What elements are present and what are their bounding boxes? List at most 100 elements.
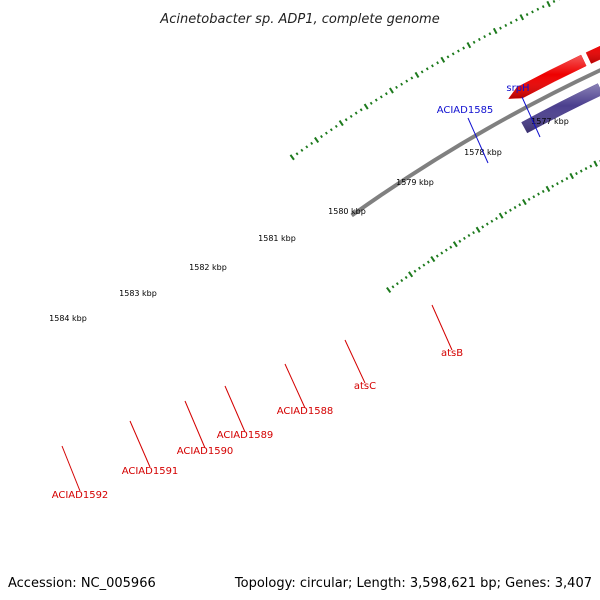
inner-tick-mark <box>413 269 417 273</box>
outer-tick-mark <box>536 7 540 11</box>
inner-tick-mark <box>426 260 430 264</box>
inner-tick-mark <box>408 271 414 278</box>
outer-tick-mark <box>354 111 358 115</box>
inner-tick-mark <box>495 216 498 221</box>
gene-label-leader <box>284 363 306 409</box>
gene-label: ACIAD1590 <box>177 446 234 457</box>
outer-tick-mark <box>431 64 434 68</box>
outer-tick-mark <box>492 27 498 35</box>
inner-tick-mark <box>532 195 536 199</box>
outer-tick-mark <box>329 128 333 132</box>
outer-tick-mark <box>515 18 518 22</box>
outer-tick-mark <box>305 145 309 149</box>
outer-tick-mark <box>541 5 545 9</box>
outer-tick-mark <box>349 114 353 118</box>
inner-tick-mark <box>556 182 559 186</box>
inner-tick-mark <box>400 279 404 283</box>
map-title: Acinetobacter sp. ADP1, complete genome <box>159 12 439 27</box>
inner-tick-mark <box>475 226 481 233</box>
inner-tick-mark <box>560 179 564 183</box>
outer-tick-mark <box>384 92 388 96</box>
gene-feature-shading <box>521 83 600 133</box>
inner-tick-mark <box>589 164 593 168</box>
tick-label: 1577 kbp <box>531 117 569 126</box>
outer-tick-mark <box>546 0 551 8</box>
outer-tick-mark <box>519 14 525 21</box>
inner-tick-mark <box>513 205 517 210</box>
gene-label: atsB <box>441 348 463 359</box>
outer-tick-mark <box>314 136 320 143</box>
inner-tick-mark <box>490 219 494 223</box>
inner-tick-mark <box>481 225 485 229</box>
gene-label-leader <box>431 304 453 351</box>
outer-tick-mark <box>420 70 424 74</box>
inner-tick-mark <box>522 198 527 206</box>
outer-tick-mark <box>446 55 450 59</box>
outer-tick-mark <box>363 103 369 110</box>
outer-tick-mark <box>359 108 363 112</box>
outer-tick-mark <box>414 71 420 79</box>
gene-label-leader <box>344 339 366 384</box>
inner-tick-mark <box>498 212 504 219</box>
gene-label-leader <box>467 117 489 164</box>
outer-tick-mark <box>324 131 328 135</box>
outer-tick-mark <box>369 101 373 105</box>
inner-tick-mark <box>462 236 466 240</box>
outer-tick-mark <box>499 26 502 30</box>
outer-tick-mark <box>400 82 404 86</box>
outer-tick-mark <box>320 134 323 139</box>
inner-tick-mark <box>518 203 522 207</box>
outer-tick-mark <box>389 87 394 94</box>
gene-label: ACIAD1588 <box>277 406 334 417</box>
outer-tick-mark <box>344 118 348 122</box>
inner-tick-mark <box>551 184 555 188</box>
inner-tick-mark <box>430 256 436 263</box>
gene-label: ACIAD1589 <box>217 430 274 441</box>
outer-tick-mark <box>504 23 508 27</box>
outer-tick-mark <box>289 154 295 161</box>
tick-label: 1579 kbp <box>396 178 434 187</box>
inner-tick-mark <box>444 248 448 252</box>
inner-tick-mark <box>541 189 545 193</box>
gene-label-leader <box>224 385 246 433</box>
gene-feature-shading <box>508 55 587 99</box>
tick-label: 1581 kbp <box>258 234 296 243</box>
inner-tick-mark <box>472 231 475 235</box>
inner-tick-mark <box>395 282 399 286</box>
outer-tick-mark <box>488 32 492 36</box>
inner-tick-mark <box>440 251 444 255</box>
outer-tick-mark <box>462 46 466 50</box>
inner-tick-mark <box>504 211 508 215</box>
inner-tick-mark <box>537 192 540 196</box>
inner-tick-mark <box>527 197 531 201</box>
accession-text: Accession: NC_005966 <box>8 576 156 591</box>
gene-label: srpH <box>506 83 529 94</box>
inner-tick-mark <box>579 169 583 173</box>
inner-tick-mark <box>584 167 588 171</box>
inner-tick-mark <box>449 245 453 249</box>
outer-tick-mark <box>379 95 383 99</box>
inner-tick-mark <box>452 241 458 248</box>
inner-tick-mark <box>593 160 598 167</box>
inner-tick-mark <box>435 254 439 258</box>
outer-tick-mark <box>440 56 446 63</box>
outer-tick-mark <box>531 10 534 14</box>
outer-tick-mark <box>395 85 398 89</box>
tick-label: 1583 kbp <box>119 289 157 298</box>
outer-tick-mark <box>472 40 476 44</box>
inner-tick-mark <box>391 285 395 289</box>
tick-rows <box>289 0 600 294</box>
outer-tick-mark <box>310 141 314 145</box>
inner-tick-mark <box>565 177 569 181</box>
outer-tick-mark <box>334 124 338 128</box>
gene-label-leader <box>521 96 541 138</box>
gene-label: atsC <box>354 381 376 392</box>
inner-tick-mark <box>485 222 489 226</box>
inner-tick-mark <box>509 208 512 212</box>
outer-tick-mark <box>374 98 378 102</box>
inner-tick-mark <box>422 263 426 267</box>
outer-tick-mark <box>338 119 344 127</box>
outer-tick-mark <box>483 35 487 39</box>
gene-label: ACIAD1591 <box>122 466 179 477</box>
